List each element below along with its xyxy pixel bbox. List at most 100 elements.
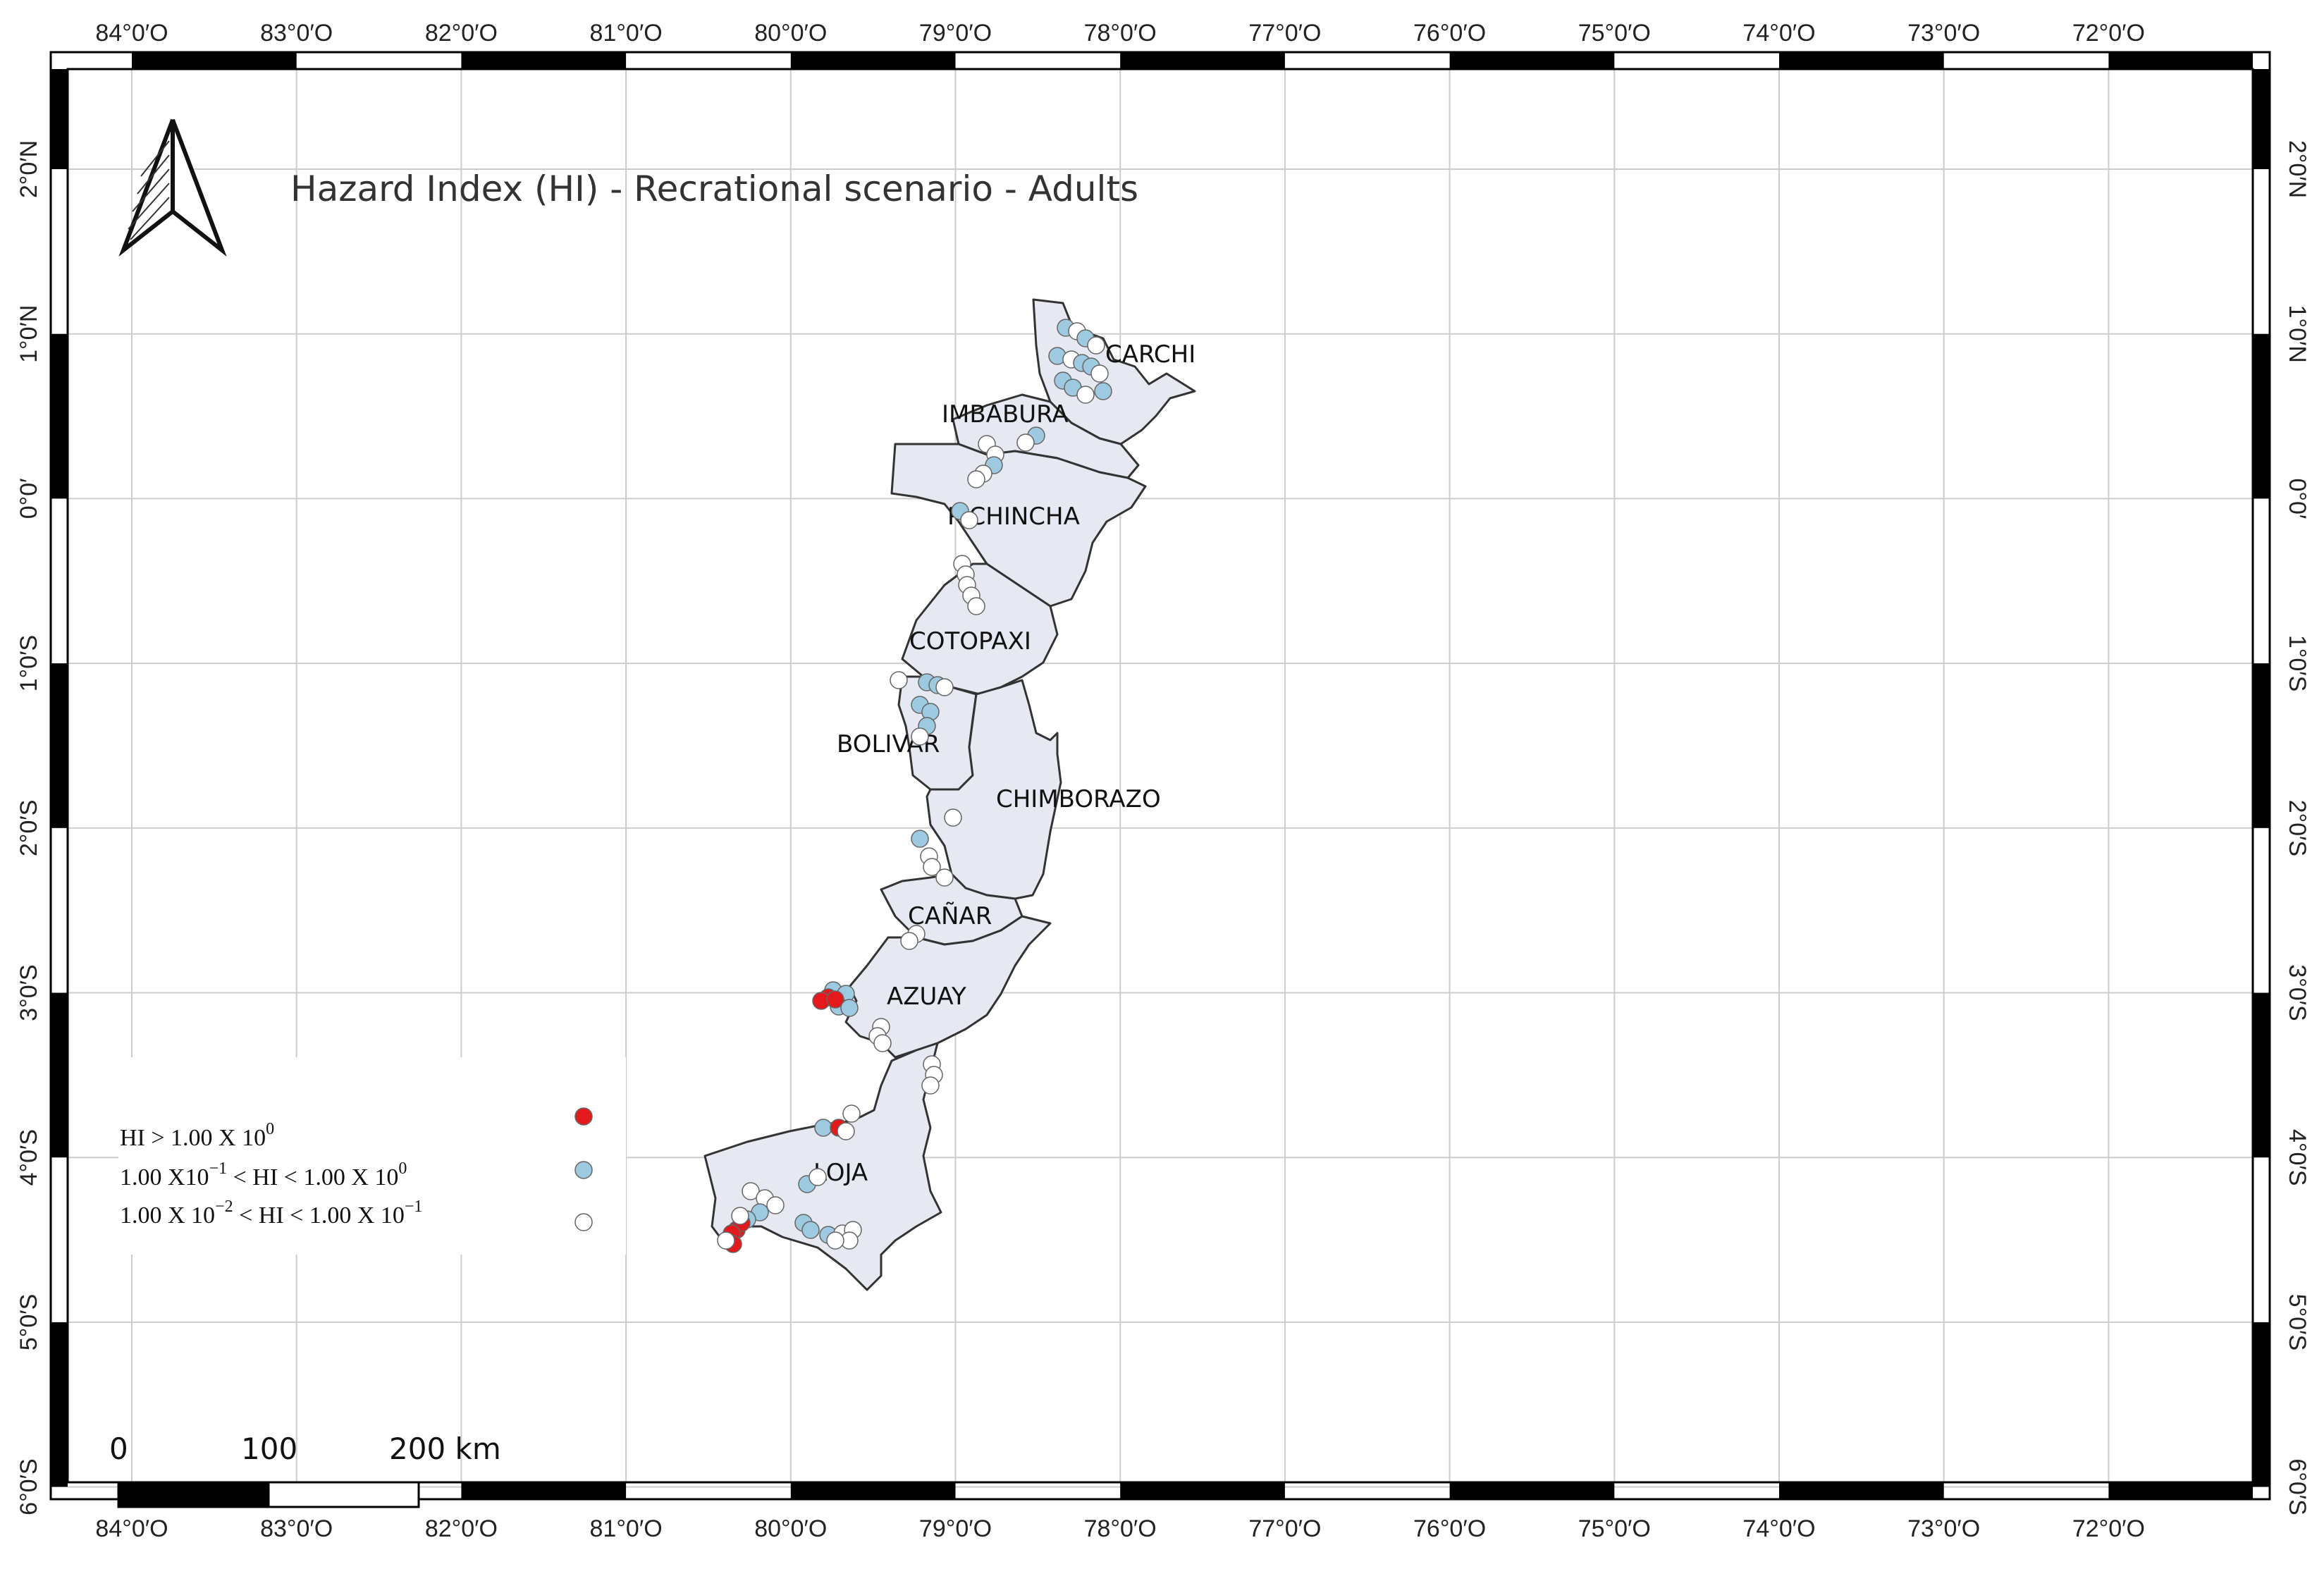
longitude-labels-bottom: 84°0′O 83°0′O 82°0′O 81°0′O 80°0′O 79°0′O 78°0… <box>95 1515 2145 1542</box>
latitude-label-right: 1°0′S <box>2284 635 2311 691</box>
point-low <box>717 1231 735 1250</box>
latitude-label-right: 2°0′S <box>2284 800 2311 856</box>
label-carchi: CARCHI <box>1105 340 1195 369</box>
scale-label-200: 200 km <box>389 1432 501 1466</box>
frame-bar <box>1779 1482 1944 1499</box>
graticule <box>68 69 2253 1488</box>
point-low <box>900 932 918 950</box>
latitude-label-right: 6°0′S <box>2284 1458 2311 1515</box>
longitude-label-bottom: 72°0′O <box>2072 1515 2145 1542</box>
legend-swatch-low <box>574 1213 593 1231</box>
latitude-label-right: 1°0′N <box>2284 305 2311 363</box>
longitude-label-top: 84°0′O <box>95 20 168 47</box>
province-cotopaxi <box>901 562 1059 696</box>
frame-bar <box>51 1322 68 1487</box>
north-arrow-icon <box>118 118 227 257</box>
point-low <box>960 511 978 529</box>
longitude-label-top: 78°0′O <box>1084 20 1157 47</box>
longitude-label-top: 81°0′O <box>590 20 663 47</box>
longitude-label-top: 72°0′O <box>2072 20 2145 47</box>
point-mid <box>814 1119 832 1137</box>
point-low <box>1090 364 1109 383</box>
legend-label-low: 1.00 X 10−2 < HI < 1.00 X 10−1 <box>120 1198 422 1229</box>
legend-label-mid: 1.00 X10−1 < HI < 1.00 X 100 <box>120 1159 407 1190</box>
longitude-label-bottom: 80°0′O <box>754 1515 827 1542</box>
latitude-label-left: 0°0′ <box>16 479 42 519</box>
frame-bar <box>2253 69 2270 169</box>
point-low <box>967 470 985 488</box>
label-azuay: AZUAY <box>887 983 966 1011</box>
point-low <box>935 868 954 887</box>
longitude-label-bottom: 77°0′O <box>1248 1515 1321 1542</box>
sample-points <box>717 319 1112 1253</box>
outer-frame <box>49 51 2271 1501</box>
label-imbabura: IMBABURA <box>942 400 1069 429</box>
province-loja <box>703 1042 942 1291</box>
frame-bar <box>2253 333 2270 499</box>
latitude-labels-right: 2°0′N 1°0′N 0°0′ 1°0′S 2°0′S 3°0′S 4°0′S 5°0′S 6… <box>2284 140 2311 1515</box>
longitude-label-top: 83°0′O <box>260 20 333 47</box>
latitude-label-left: 1°0′S <box>16 635 42 691</box>
frame-bar <box>1449 1482 1615 1499</box>
latitude-label-right: 2°0′N <box>2284 140 2311 198</box>
point-mid <box>1094 382 1112 400</box>
latitude-label-left: 1°0′N <box>16 305 42 363</box>
latitude-label-left: 5°0′S <box>16 1294 42 1350</box>
point-low <box>944 808 962 827</box>
frame-bar <box>461 1482 627 1499</box>
latitude-label-left: 2°0′S <box>16 800 42 856</box>
longitude-label-bottom: 78°0′O <box>1084 1515 1157 1542</box>
point-low <box>873 1034 892 1052</box>
legend-swatch-high <box>574 1107 593 1126</box>
frame-bar <box>132 52 297 69</box>
longitude-label-bottom: 81°0′O <box>590 1515 663 1542</box>
latitude-label-right: 5°0′S <box>2284 1294 2311 1350</box>
latitude-label-right: 3°0′S <box>2284 964 2311 1021</box>
point-low <box>890 671 908 689</box>
point-low <box>809 1168 827 1186</box>
scale-label-100: 100 <box>241 1432 297 1466</box>
frame-bar <box>2253 1322 2270 1487</box>
label-chimborazo: CHIMBORAZO <box>996 785 1161 813</box>
longitude-label-top: 73°0′O <box>1907 20 1980 47</box>
label-cotopaxi: COTOPAXI <box>909 627 1031 655</box>
frame-bar <box>51 333 68 499</box>
longitude-label-bottom: 74°0′O <box>1742 1515 1815 1542</box>
frame-bar <box>2253 663 2270 828</box>
point-mid <box>801 1221 820 1239</box>
frame-tick-bars <box>51 52 2270 1499</box>
point-low <box>842 1104 861 1123</box>
frame-bar <box>461 52 627 69</box>
longitude-label-top: 77°0′O <box>1248 20 1321 47</box>
point-mid <box>840 999 859 1017</box>
legend-swatch-mid <box>574 1161 593 1179</box>
point-low <box>923 858 941 876</box>
frame-bar <box>790 52 956 69</box>
frame-bar <box>1120 52 1285 69</box>
point-low <box>837 1122 855 1140</box>
province-chimborazo <box>926 679 1062 900</box>
frame-bar <box>2253 992 2270 1158</box>
legend: HI > 1.00 X 100 1.00 X10−1 < HI < 1.00 X… <box>118 1057 626 1255</box>
longitude-label-top: 74°0′O <box>1742 20 1815 47</box>
longitude-label-bottom: 79°0′O <box>919 1515 992 1542</box>
latitude-label-right: 0°0′ <box>2284 479 2311 519</box>
latitude-label-left: 6°0′S <box>16 1458 42 1515</box>
point-low <box>935 678 954 696</box>
scale-bar: 0 100 200 km <box>109 1432 501 1508</box>
longitude-label-bottom: 76°0′O <box>1413 1515 1486 1542</box>
map-title: Hazard Index (HI) - Recrational scenario… <box>290 168 1138 209</box>
point-mid <box>911 830 929 848</box>
longitude-label-top: 82°0′O <box>425 20 498 47</box>
longitude-label-bottom: 83°0′O <box>260 1515 333 1542</box>
longitude-label-top: 76°0′O <box>1413 20 1486 47</box>
longitude-label-top: 80°0′O <box>754 20 827 47</box>
longitude-label-bottom: 82°0′O <box>425 1515 498 1542</box>
latitude-label-left: 3°0′S <box>16 964 42 1021</box>
longitude-label-top: 75°0′O <box>1578 20 1651 47</box>
latitude-label-left: 4°0′S <box>16 1129 42 1186</box>
frame-bar <box>2108 52 2253 69</box>
frame-bar <box>1449 52 1615 69</box>
map-frame <box>66 68 2254 1484</box>
